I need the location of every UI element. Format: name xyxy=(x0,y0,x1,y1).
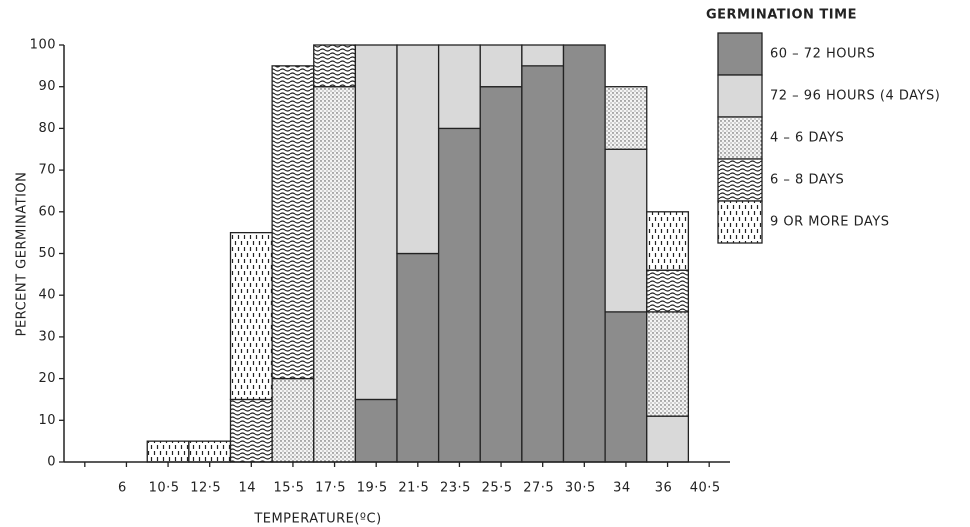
bar-segment xyxy=(646,211,690,271)
y-tick-label: 40 xyxy=(38,288,56,303)
legend-label: 6 – 8 DAYS xyxy=(770,173,844,188)
y-tick-label: 50 xyxy=(38,246,56,261)
bar-segment xyxy=(479,86,523,463)
y-tick-label: 90 xyxy=(38,79,56,94)
y-tick-label: 10 xyxy=(38,413,56,428)
y-tick-label: 100 xyxy=(30,38,56,53)
bar-segment xyxy=(604,86,648,150)
bar-segment xyxy=(521,44,565,67)
bar-segment xyxy=(396,44,440,255)
legend-label: 4 – 6 DAYS xyxy=(770,131,844,146)
legend-swatch xyxy=(717,32,763,76)
bar-segment xyxy=(229,231,273,401)
x-tick-label: 19·5 xyxy=(357,481,388,496)
x-axis-title: TEMPERATURE(ºC) xyxy=(253,512,381,527)
y-tick-label: 20 xyxy=(38,371,56,386)
x-tick-label: 40·5 xyxy=(690,481,721,496)
x-tick-label: 30·5 xyxy=(565,481,596,496)
x-tick-label: 10·5 xyxy=(149,481,180,496)
x-tick-label: 23·5 xyxy=(440,481,471,496)
bar-segment xyxy=(146,440,190,463)
bar-segment xyxy=(313,86,357,463)
bar-segment xyxy=(521,65,565,463)
x-tick-label: 34 xyxy=(613,481,631,496)
legend-swatch xyxy=(717,116,763,160)
y-tick-label: 0 xyxy=(47,455,56,470)
legend-swatch xyxy=(717,158,763,202)
legend-label: 60 – 72 HOURS xyxy=(770,47,875,62)
bar-segment xyxy=(437,44,481,130)
bar-segment xyxy=(229,398,273,463)
legend-title: GERMINATION TIME xyxy=(706,8,857,23)
legend-swatch xyxy=(717,74,763,118)
x-tick-label: 14 xyxy=(239,481,257,496)
bar-segment xyxy=(479,44,523,88)
bar-segment xyxy=(354,44,398,401)
x-tick-label: 12·5 xyxy=(190,481,221,496)
bar-segment xyxy=(313,44,357,88)
x-tick-label: 6 xyxy=(118,481,127,496)
y-tick-label: 80 xyxy=(38,121,56,136)
bar-segment xyxy=(604,148,648,313)
bar-segment xyxy=(271,377,315,463)
bar-segment xyxy=(646,269,690,313)
bar-segment xyxy=(562,44,606,463)
y-tick-label: 70 xyxy=(38,163,56,178)
x-tick-label: 17·5 xyxy=(315,481,346,496)
bar-segment xyxy=(646,311,690,417)
bar-segment xyxy=(604,311,648,463)
legend-label: 9 OR MORE DAYS xyxy=(770,215,890,230)
x-tick-label: 15·5 xyxy=(273,481,304,496)
bar-segment xyxy=(354,398,398,463)
x-tick-label: 25·5 xyxy=(482,481,513,496)
x-tick-label: 21·5 xyxy=(398,481,429,496)
y-axis-title: PERCENT GERMINATION xyxy=(15,172,30,337)
bar-segment xyxy=(646,415,690,463)
legend-label: 72 – 96 HOURS (4 DAYS) xyxy=(770,89,940,104)
legend-swatch xyxy=(717,200,763,244)
y-tick-label: 60 xyxy=(38,204,56,219)
bar-segment xyxy=(396,252,440,463)
bar-segment xyxy=(437,127,481,463)
y-tick-label: 30 xyxy=(38,329,56,344)
bar-segment xyxy=(188,440,232,463)
bar-segment xyxy=(271,65,315,380)
x-tick-label: 27·5 xyxy=(523,481,554,496)
x-tick-label: 36 xyxy=(655,481,673,496)
